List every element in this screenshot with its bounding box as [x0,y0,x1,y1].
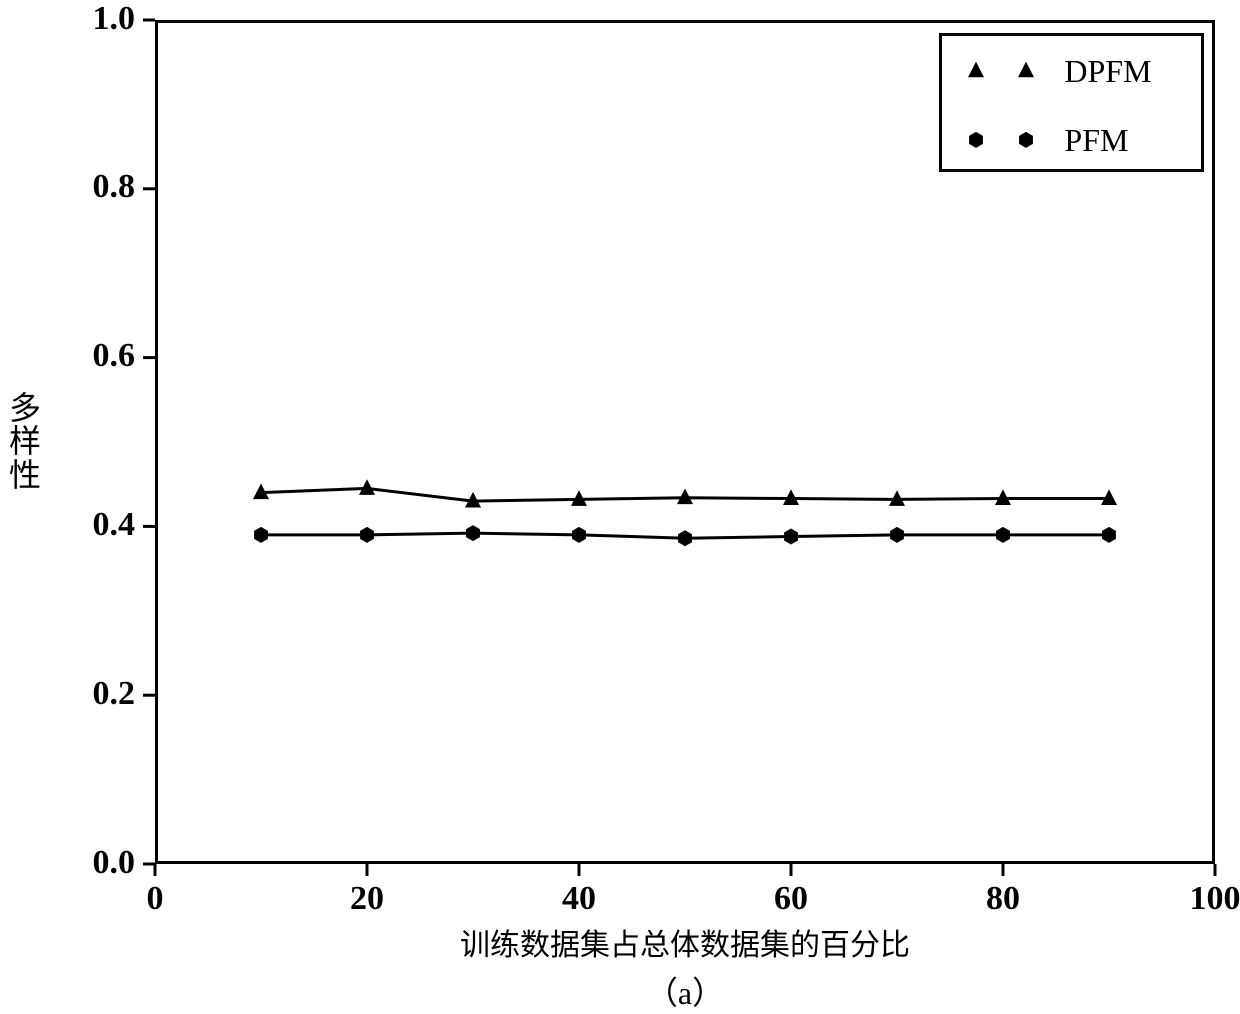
x-tick-label: 40 [539,880,619,918]
y-tick-label: 0.4 [65,506,135,544]
figure: 多样性 训练数据集占总体数据集的百分比 （a） 020406080100 0.0… [0,0,1240,1002]
y-axis-label: 多样性 [5,392,45,493]
legend-label: DPFM [1064,53,1151,90]
subcaption: （a） [155,968,1215,1014]
x-axis-label: 训练数据集占总体数据集的百分比 [155,920,1215,964]
y-tick-label: 0.8 [65,168,135,206]
y-tick-label: 0.6 [65,337,135,375]
x-tick-label: 60 [751,880,831,918]
y-tick-label: 0.0 [65,844,135,882]
legend-row: PFM [942,105,1201,175]
x-tick-label: 0 [115,880,195,918]
legend-row: DPFM [942,36,1201,106]
x-tick-label: 20 [327,880,407,918]
legend: DPFM PFM [939,33,1204,172]
x-tick-label: 80 [963,880,1043,918]
x-tick-label: 100 [1175,880,1240,918]
y-tick-label: 0.2 [65,675,135,713]
y-tick-label: 1.0 [65,0,135,38]
legend-label: PFM [1064,122,1128,159]
